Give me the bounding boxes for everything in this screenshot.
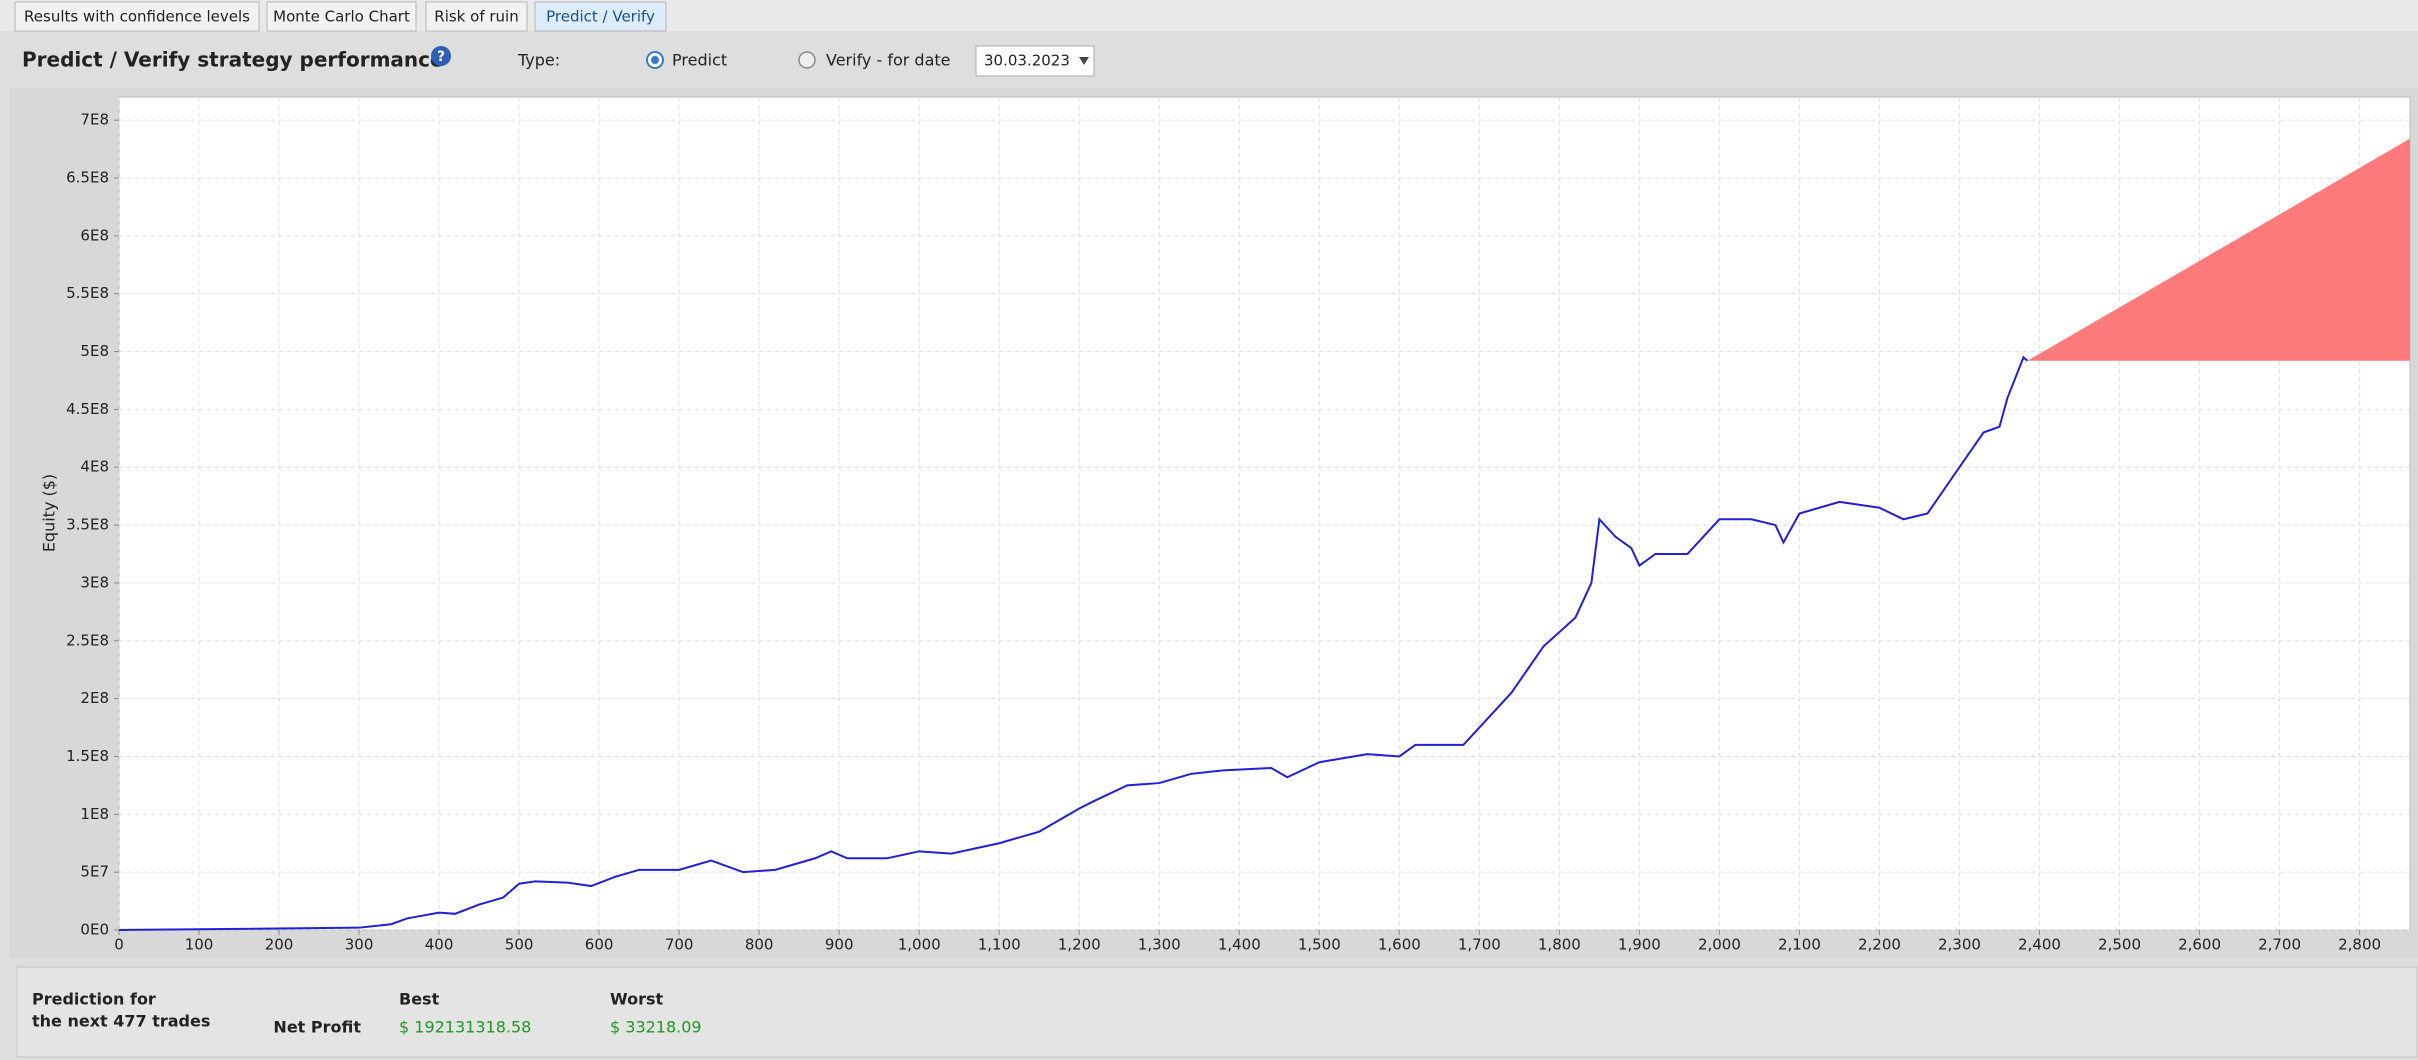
y-tick-label: 2E8 <box>80 689 109 707</box>
best-value: $ 192131318.58 <box>399 1018 531 1037</box>
date-dropdown[interactable] <box>975 45 1095 77</box>
x-tick-label: 800 <box>745 936 774 954</box>
y-tick-label: 1E8 <box>80 805 109 823</box>
prediction-area <box>2027 138 2410 361</box>
x-tick-label: 2,800 <box>2338 936 2381 954</box>
x-tick-label: 200 <box>265 936 294 954</box>
y-tick-label: 3.5E8 <box>66 516 109 534</box>
y-tick-label: 0E0 <box>80 921 109 939</box>
summary-heading: the next 477 trades <box>32 1012 210 1031</box>
y-tick-label: 5.5E8 <box>66 284 109 302</box>
radio-verify[interactable] <box>798 51 816 69</box>
y-tick-label: 6.5E8 <box>66 168 109 186</box>
x-tick-label: 500 <box>505 936 534 954</box>
worst-value: $ 33218.09 <box>610 1018 702 1037</box>
x-tick-label: 2,500 <box>2098 936 2141 954</box>
x-tick-label: 1,700 <box>1458 936 1501 954</box>
y-tick-label: 7E8 <box>80 111 109 129</box>
panel-title: Predict / Verify strategy performance <box>22 48 444 72</box>
x-tick-label: 1,800 <box>1538 936 1581 954</box>
y-tick-label: 4E8 <box>80 458 109 476</box>
x-tick-label: 100 <box>185 936 214 954</box>
y-tick-label: 5E7 <box>80 863 109 881</box>
x-tick-label: 1,500 <box>1298 936 1341 954</box>
x-tick-label: 2,700 <box>2258 936 2301 954</box>
plot: 0E0 5E7 1E8 1.5E8 2E8 2.5E8 3E8 3.5E8 4E8 4.5E8 5E… <box>66 97 2410 954</box>
tab[interactable] <box>425 1 528 32</box>
y-tick-label: 5E8 <box>80 342 109 360</box>
y-tick-label: 4.5E8 <box>66 400 109 418</box>
dropdown-arrow <box>1079 57 1089 65</box>
y-tick-label: 1.5E8 <box>66 747 109 765</box>
x-tick-label: 1,200 <box>1058 936 1101 954</box>
x-tick-label: 1,900 <box>1618 936 1661 954</box>
x-tick-label: 2,400 <box>2018 936 2061 954</box>
x-tick-label: 1,400 <box>1218 936 1261 954</box>
x-tick-label: 2,200 <box>1858 936 1901 954</box>
x-tick-label: 300 <box>345 936 374 954</box>
tab-label: Risk of ruin <box>434 8 518 26</box>
radio-dot <box>651 56 659 64</box>
x-tick-label: 1,000 <box>898 936 941 954</box>
x-tick-label: 2,000 <box>1698 936 1741 954</box>
x-tick-label: 1,100 <box>978 936 1021 954</box>
date-value: 30.03.2023 <box>984 52 1070 70</box>
summary-heading: Prediction for <box>32 990 156 1009</box>
tab[interactable] <box>266 1 417 32</box>
summary-panel <box>16 966 2418 1058</box>
x-tick-label: 600 <box>585 936 614 954</box>
help-icon[interactable] <box>431 46 451 66</box>
plot-area <box>118 96 2411 931</box>
equity-line <box>118 355 2029 931</box>
y-axis-label: Equity ($) <box>40 474 59 552</box>
column-header: Best <box>399 990 440 1009</box>
tab-label: Predict / Verify <box>546 8 655 26</box>
type-label: Type: <box>517 51 560 70</box>
radio-label: Predict <box>672 51 727 70</box>
tab-bar: Results with confidence levels Monte Carl… <box>14 1 667 32</box>
x-tick-label: 2,300 <box>1938 936 1981 954</box>
x-tick-label: 1,600 <box>1378 936 1421 954</box>
tab-label: Results with confidence levels <box>24 8 250 26</box>
tab-label: Monte Carlo Chart <box>273 8 410 26</box>
tab[interactable] <box>14 1 260 32</box>
y-tick-label: 6E8 <box>80 226 109 244</box>
y-tick-label: 2.5E8 <box>66 631 109 649</box>
column-header: Worst <box>610 990 663 1009</box>
x-tick-label: 1,300 <box>1138 936 1181 954</box>
radio-label: Verify - for date <box>826 51 951 70</box>
row-label: Net Profit <box>273 1018 361 1037</box>
x-tick-label: 2,100 <box>1778 936 1821 954</box>
tab[interactable] <box>534 1 667 32</box>
x-tick-label: 0 <box>114 936 124 954</box>
x-tick-label: 700 <box>665 936 694 954</box>
x-tick-label: 400 <box>425 936 454 954</box>
help-glyph: ? <box>437 49 445 65</box>
x-tick-label: 2,600 <box>2178 936 2221 954</box>
x-tick-label: 900 <box>825 936 854 954</box>
y-tick-label: 3E8 <box>80 573 109 591</box>
